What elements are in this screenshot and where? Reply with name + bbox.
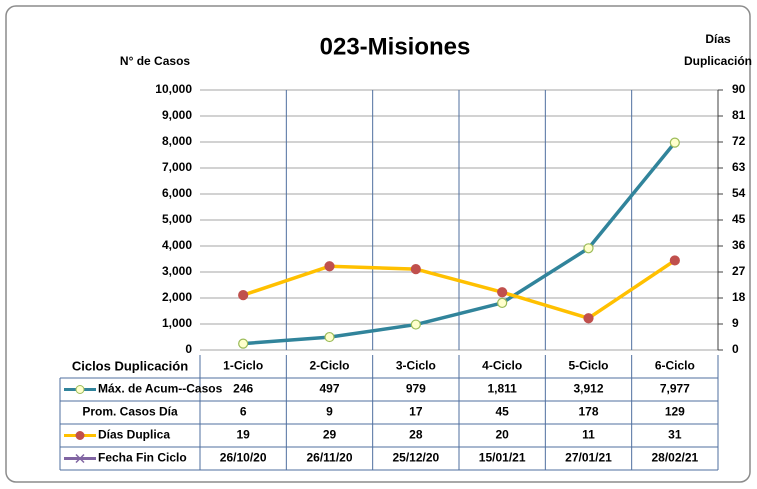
y-axis-title: N° de Casos	[120, 54, 190, 68]
x-tick-label: 2-Ciclo	[309, 359, 349, 373]
table-cell: 26/11/20	[306, 451, 352, 465]
table-cell: 979	[406, 382, 426, 396]
table-cell: 17	[409, 405, 423, 419]
table-cell: 19	[236, 428, 250, 442]
table-cell: 45	[495, 405, 509, 419]
table-cell: 6	[240, 405, 247, 419]
table-cell: 11	[582, 428, 595, 442]
series-marker	[410, 264, 421, 275]
y2-tick-label: 0	[732, 342, 739, 356]
y-tick-label: 10,000	[155, 82, 192, 96]
y2-tick-label: 27	[732, 264, 746, 278]
series-marker	[324, 261, 335, 272]
series-marker	[238, 290, 249, 301]
y-tick-label: 7,000	[162, 160, 192, 174]
y2-axis-title: Días	[705, 32, 731, 46]
table-cell: 28/02/21	[651, 451, 698, 465]
series-marker	[583, 313, 594, 324]
legend-label: Máx. de Acum--Casos	[98, 382, 223, 396]
y2-tick-label: 9	[732, 316, 739, 330]
table-cell: 3,912	[573, 382, 603, 396]
y2-tick-label: 36	[732, 238, 746, 252]
table-cell: 246	[233, 382, 253, 396]
series-marker	[410, 319, 421, 330]
series-marker	[497, 297, 508, 309]
table-cell: 27/01/21	[565, 451, 612, 465]
table-cell: 1,811	[487, 382, 517, 396]
legend-marker	[75, 431, 85, 440]
table-cell: 26/10/20	[220, 451, 267, 465]
y2-tick-label: 54	[732, 186, 746, 200]
y2-tick-label: 81	[732, 108, 746, 122]
table-cell: 129	[665, 405, 685, 419]
series-marker	[583, 243, 594, 254]
y-tick-label: 3,000	[162, 264, 192, 278]
y-tick-label: 0	[185, 342, 192, 356]
y2-tick-label: 18	[732, 290, 746, 304]
legend-label: Días Duplica	[98, 428, 170, 442]
table-cell: 15/01/21	[479, 451, 526, 465]
x-tick-label: 4-Ciclo	[482, 359, 522, 373]
table-cell: 31	[668, 428, 682, 442]
table-cell: 28	[409, 428, 423, 442]
legend-label: Fecha Fin Ciclo	[98, 451, 187, 465]
table-cell: 497	[319, 382, 339, 396]
y2-tick-label: 45	[732, 212, 746, 226]
y-tick-label: 4,000	[162, 238, 192, 252]
series-marker	[238, 338, 249, 349]
y2-tick-label: 72	[732, 134, 746, 148]
table-cell: 7,977	[660, 382, 690, 396]
chart-frame	[5, 5, 751, 483]
series-marker	[324, 331, 335, 343]
x-tick-label: 3-Ciclo	[396, 359, 436, 373]
y2-axis-title: Duplicación	[684, 54, 752, 68]
series-marker	[669, 255, 680, 266]
legend-marker	[75, 453, 85, 464]
series-marker	[669, 137, 680, 148]
table-header: Ciclos Duplicación	[72, 358, 188, 373]
y-tick-label: 2,000	[162, 290, 192, 304]
series-line	[242, 258, 676, 321]
table-cell: 20	[495, 428, 509, 442]
y-tick-label: 5,000	[162, 212, 192, 226]
y-tick-label: 6,000	[162, 186, 192, 200]
table-cell: 25/12/20	[392, 451, 439, 465]
table-cell: 178	[578, 405, 598, 419]
x-tick-label: 5-Ciclo	[568, 359, 608, 373]
table-cell: 9	[326, 405, 333, 419]
y2-tick-label: 90	[732, 82, 746, 96]
series-marker	[497, 287, 508, 298]
series-line	[243, 141, 677, 346]
legend-marker	[75, 385, 85, 394]
table-cell: 29	[323, 428, 337, 442]
x-tick-label: 1-Ciclo	[223, 359, 263, 373]
y-tick-label: 8,000	[162, 134, 192, 148]
y-tick-label: 1,000	[162, 316, 192, 330]
y2-tick-label: 63	[732, 160, 746, 174]
y-tick-label: 9,000	[162, 108, 192, 122]
x-tick-label: 6-Ciclo	[655, 359, 695, 373]
chart-title: 023-Misiones	[320, 33, 471, 60]
legend-label: Prom. Casos Día	[82, 405, 178, 419]
